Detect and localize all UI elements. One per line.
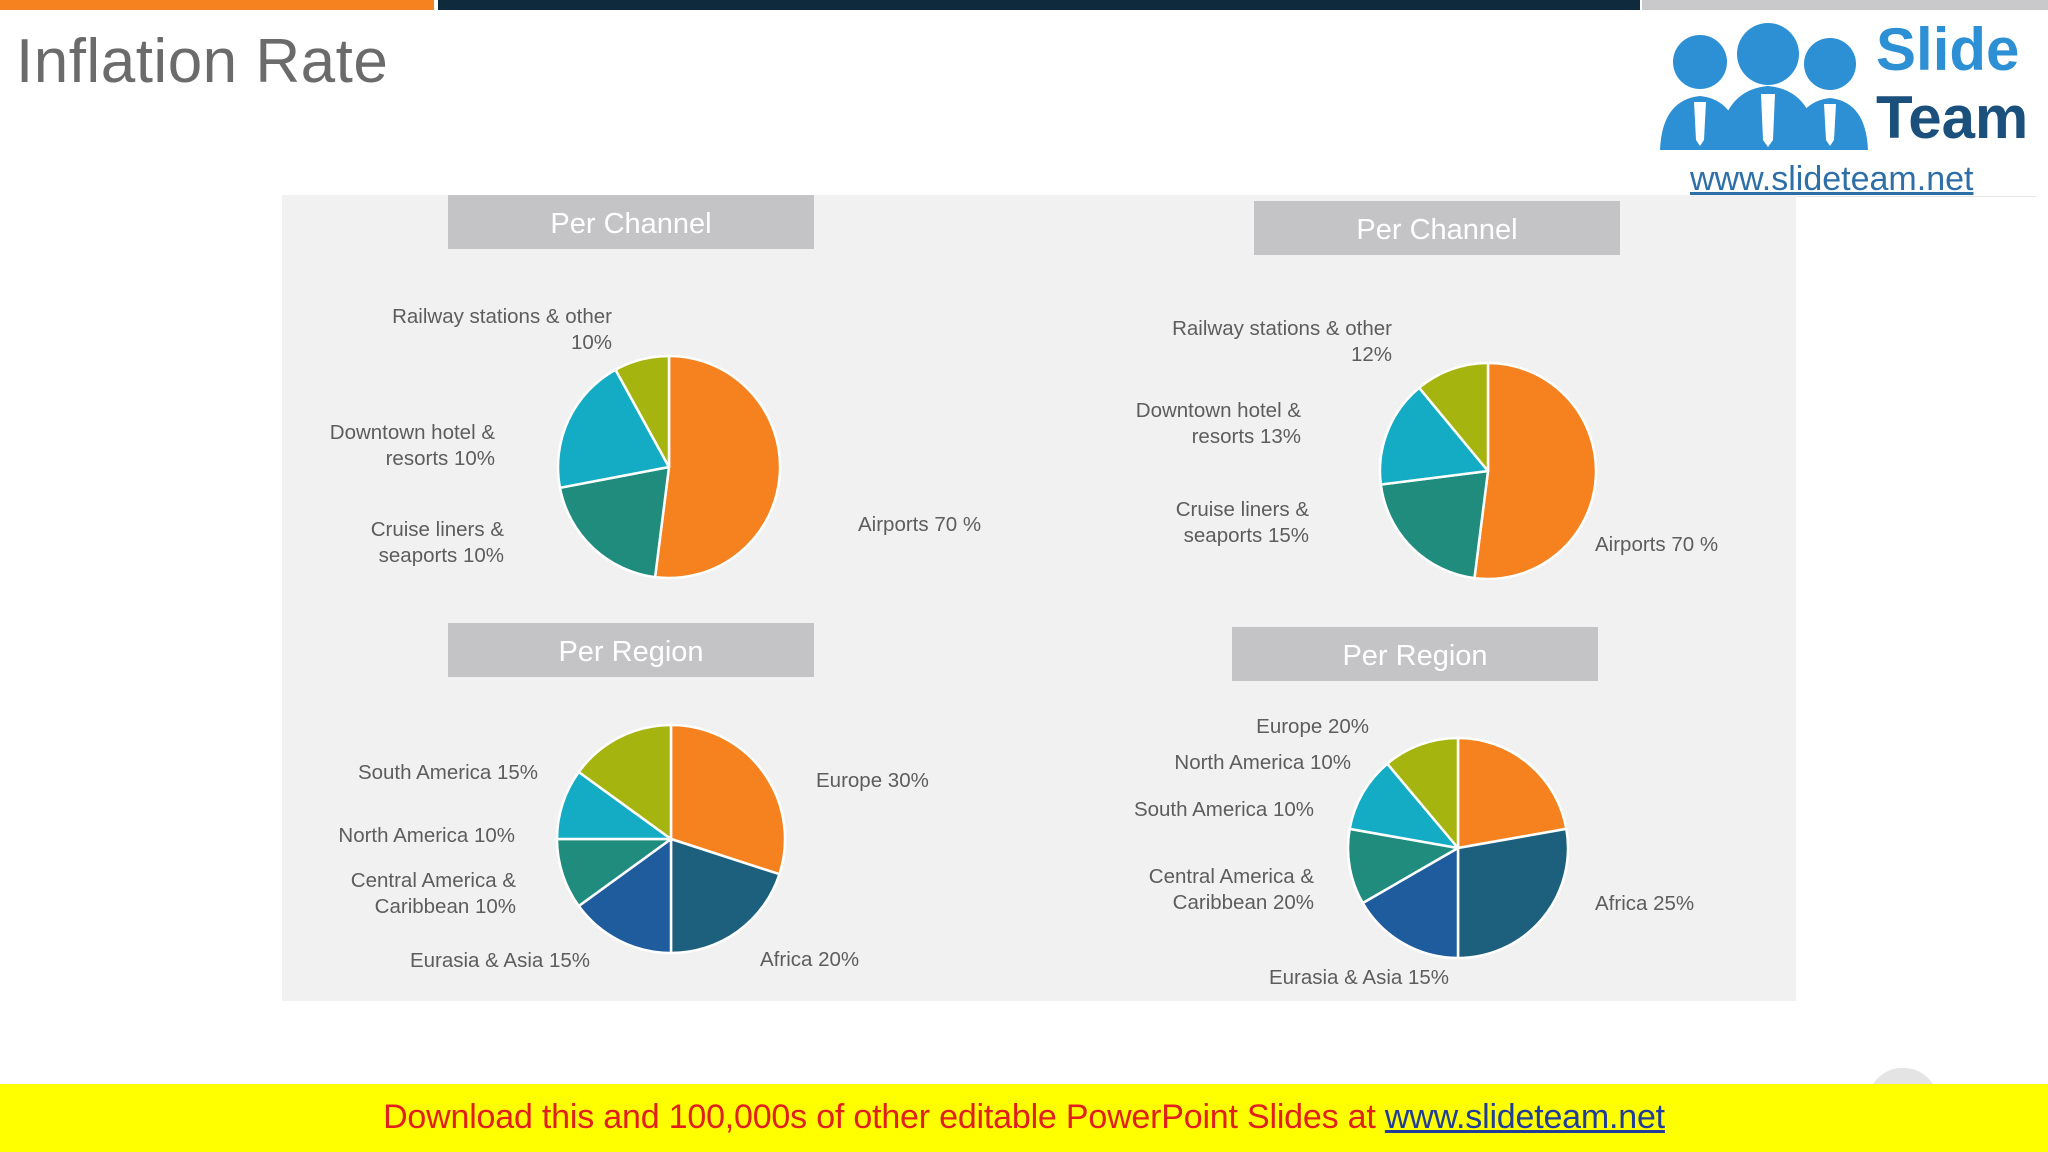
download-banner: Download this and 100,000s of other edit… [0,1084,2048,1152]
slice-label-line: South America 10% [1134,798,1314,821]
caption-box [448,623,814,677]
banner-text: Download this and 100,000s of other edit… [0,1098,2048,1137]
pie-slice [577,723,673,841]
slice-label-line: seaports 15% [1184,524,1309,547]
slice-label-line: Central America & [1149,865,1315,888]
slice-label: Africa 20% [760,948,859,971]
pie-slice [556,368,671,490]
chart-title: Per Channel [550,208,711,240]
top-accent-bar-navy [438,0,1640,10]
top-accent-bar-orange [0,0,434,10]
slice-label-line: Europe 20% [1256,715,1369,738]
pie-charts: Per Channel Per Channel Per Region Per R… [330,195,1718,989]
slice-label-line: South America 15% [358,761,538,784]
pie-slice [653,354,782,580]
chart-title: Per Region [1342,640,1487,672]
slice-label: South America 15% [358,761,538,784]
slice-label: Central America & Caribbean 20% [1149,865,1315,914]
slice-label: Eurasia & Asia 15% [1269,966,1449,989]
slice-label-line: Downtown hotel & [1136,399,1302,422]
slice-label-line: Eurasia & Asia 15% [1269,966,1449,989]
pie-slice [555,837,673,908]
slice-label: Eurasia & Asia 15% [410,949,590,972]
slice-label-line: Railway stations & other [1172,317,1392,340]
slice-label-line: 12% [1351,343,1392,366]
slice-label: Central America & Caribbean 10% [351,869,517,918]
caption-box [1254,201,1620,255]
slice-label-line: Central America & [351,869,517,892]
pie-slice [1473,361,1598,581]
slice-label-line: Eurasia & Asia 15% [410,949,590,972]
slice-label-line: resorts 10% [386,447,495,470]
pie-slice [1379,469,1490,580]
pie-slice [1348,762,1460,850]
slice-label-line: Downtown hotel & [330,421,496,444]
top-accent-bar-gray [1642,0,2048,10]
charts-panel: Per Channel Per Channel Per Region Per R… [282,195,1796,1001]
three-people-logo-icon: Slide Team [1660,16,2028,151]
slice-label: Downtown hotel & resorts 10% [330,421,496,470]
logo-word-slide: Slide [1876,16,2019,83]
pie-slice [1378,386,1490,486]
pie-slice [1361,846,1460,960]
pie-slice [1386,736,1460,850]
pie-slice [1417,361,1490,473]
slice-label-line: seaports 10% [379,544,504,567]
logo-url-link[interactable]: www.slideteam.net [1690,160,1974,198]
slice-label-line: Caribbean 20% [1173,891,1314,914]
slice-label-line: North America 10% [1174,751,1351,774]
pie-slice [1456,736,1568,850]
labels-layer: Airports 70 % Cruise liners & seaports 10%… [330,305,1718,989]
slice-label: Europe 30% [816,769,929,792]
caption-box [1232,627,1598,681]
slice-label: Cruise liners & seaports 15% [1176,498,1310,547]
pie-slice [558,465,671,579]
slice-label: Airports 70 % [858,513,981,536]
slice-label-line: Cruise liners & [1176,498,1310,521]
slice-label-line: 10% [571,331,612,354]
page-title: Inflation Rate [16,27,389,96]
caption-box [448,195,814,249]
slice-label-line: Caribbean 10% [375,895,516,918]
slice-label-line: Airports 70 % [858,513,981,536]
slice-label: Africa 25% [1595,892,1694,915]
chart-title: Per Region [558,636,703,668]
slice-label-line: Europe 30% [816,769,929,792]
slices-layer [555,354,1598,960]
pie-slice [669,723,787,876]
slideteam-logo: Slide Team www.slideteam.net [1640,10,2036,198]
pie-slice [1456,827,1570,960]
slice-label-line: Africa 25% [1595,892,1694,915]
slice-label: North America 10% [1174,751,1351,774]
pie-slice [614,354,671,469]
slice-label-line: resorts 13% [1192,425,1301,448]
slice-label: Downtown hotel & resorts 13% [1136,399,1302,448]
slice-label: Airports 70 % [1595,533,1718,556]
slice-label: Cruise liners & seaports 10% [371,518,505,567]
slice-label-line: North America 10% [338,824,515,847]
pie-slice [577,837,673,955]
slice-label: North America 10% [338,824,515,847]
banner-link[interactable]: www.slideteam.net [1384,1098,1665,1136]
slice-label-line: Africa 20% [760,948,859,971]
slice-label-line: Railway stations & other [392,305,612,328]
pie-slice [669,837,781,955]
logo-word-team: Team [1876,84,2028,151]
slice-label: Europe 20% [1256,715,1369,738]
slice-label: Railway stations & other 10% [392,305,612,354]
pie-slice [1346,827,1460,905]
banner-message: Download this and 100,000s of other edit… [383,1098,1385,1136]
chart-title: Per Channel [1356,214,1517,246]
slice-label-line: Cruise liners & [371,518,505,541]
pie-slice [555,770,673,841]
slice-label: South America 10% [1134,798,1314,821]
slice-label: Railway stations & other 12% [1172,317,1392,366]
slice-label-line: Airports 70 % [1595,533,1718,556]
